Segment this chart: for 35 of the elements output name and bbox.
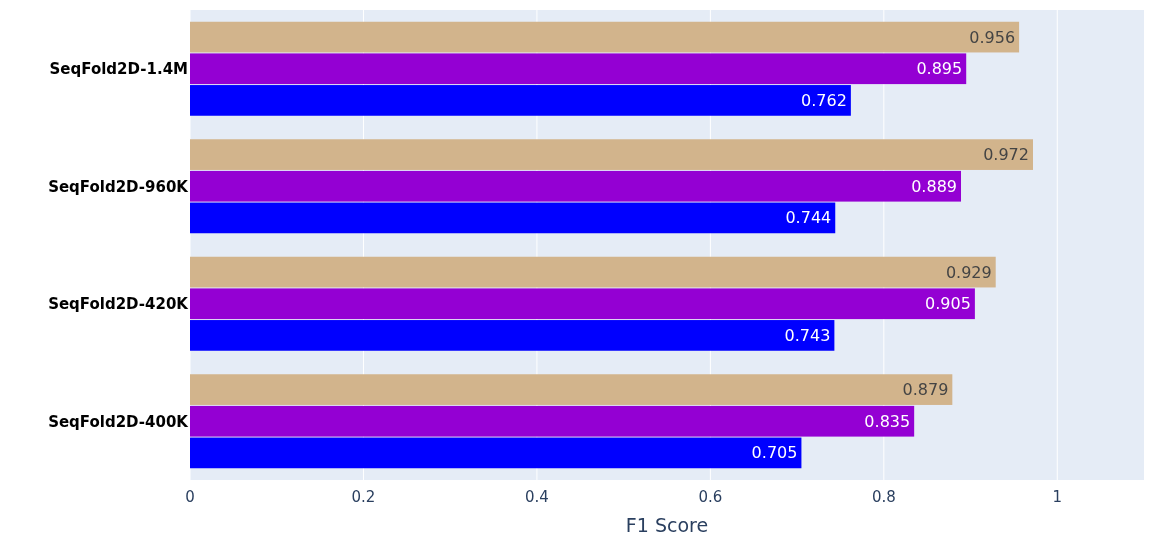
data-label: 0.956 [969, 27, 1016, 47]
data-label: 0.972 [983, 145, 1029, 165]
y-tick-label: SeqFold2D-960K [48, 177, 190, 196]
bar [190, 256, 996, 288]
bar [190, 170, 962, 202]
bar [190, 21, 1020, 53]
x-tick-label: 0 [185, 488, 195, 506]
data-label: 0.889 [911, 176, 958, 196]
x-tick-label: 1 [1052, 488, 1063, 506]
bar [190, 85, 851, 116]
x-tick-label: 0.4 [524, 488, 549, 506]
x-tick-label: 0.6 [698, 488, 723, 506]
data-label: 0.905 [925, 294, 971, 314]
data-label: 0.879 [902, 380, 949, 400]
bar [190, 374, 953, 405]
x-tick-label: 0.8 [871, 488, 896, 506]
bar [190, 202, 836, 234]
y-tick-label: SeqFold2D-1.4M [49, 60, 188, 78]
data-label: 0.744 [785, 208, 832, 228]
bar [190, 288, 975, 320]
y-tick-label: SeqFold2D-400K [48, 412, 190, 431]
y-tick-label: SeqFold2D-420K [48, 295, 190, 313]
bar [190, 437, 802, 469]
bar [190, 405, 915, 437]
x-axis-title: F1 Score [625, 514, 709, 536]
data-label: 0.705 [751, 443, 798, 463]
data-label: 0.743 [784, 326, 831, 345]
data-label: 0.929 [945, 262, 992, 282]
x-tick-label: 0.2 [351, 488, 376, 506]
data-label: 0.762 [801, 91, 847, 110]
bar [190, 320, 835, 351]
data-label: 0.895 [916, 59, 963, 79]
data-label: 0.835 [864, 411, 911, 431]
bar [190, 53, 967, 85]
bar [190, 139, 1033, 170]
